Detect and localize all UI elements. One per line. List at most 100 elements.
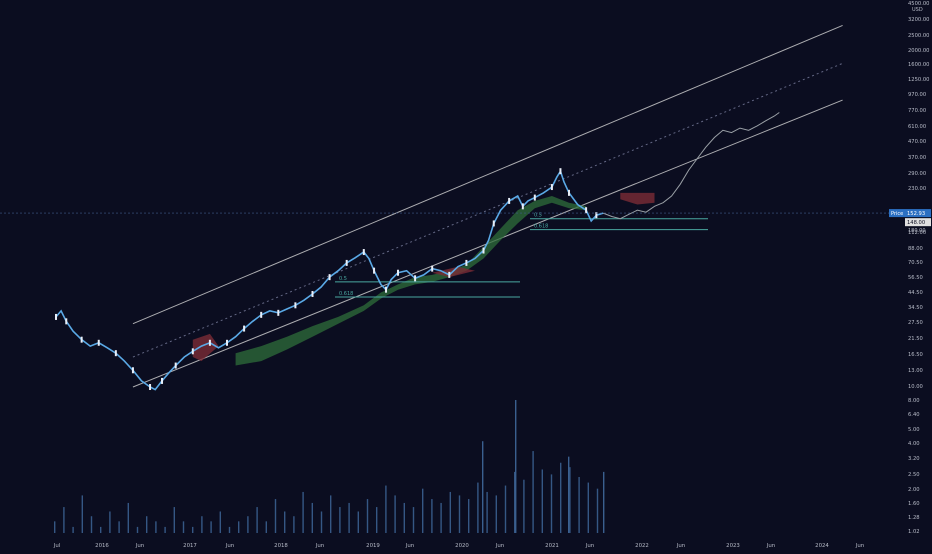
candle <box>550 184 553 191</box>
volume-bar <box>256 507 258 533</box>
candle <box>174 362 177 369</box>
x-tick-label: 2024 <box>815 543 829 549</box>
volume-bar <box>265 521 267 533</box>
candle <box>385 286 388 293</box>
y-tick-label: 970.00 <box>908 92 926 98</box>
volume-bar <box>54 521 56 533</box>
candle <box>465 259 468 266</box>
volume-bar <box>486 491 488 533</box>
candle <box>311 290 314 297</box>
x-tick-label: 2019 <box>366 543 380 549</box>
volume-bar <box>311 502 313 533</box>
candle <box>80 336 83 343</box>
volume-bar <box>468 499 470 533</box>
ichimoku-cloud-bull <box>235 196 587 366</box>
channel-mid-line <box>132 62 843 358</box>
volume-bar <box>348 502 350 533</box>
y-tick-label: 44.50 <box>908 290 923 296</box>
x-tick-label: Jun <box>766 543 775 549</box>
x-tick-label: 2020 <box>455 543 469 549</box>
candle <box>559 168 562 175</box>
price-label-text: Price <box>891 211 903 217</box>
volume-bar <box>596 488 599 533</box>
volume-bar <box>339 507 341 533</box>
volume-bar <box>514 471 516 533</box>
candle <box>595 212 598 219</box>
x-tick-label: Jun <box>405 543 414 549</box>
candle <box>362 249 365 256</box>
x-tick-label: 2023 <box>726 543 740 549</box>
volume-bar <box>366 499 369 533</box>
x-tick-label: 2018 <box>274 543 288 549</box>
candle <box>161 377 164 384</box>
volume-bar <box>458 495 461 533</box>
y-tick-label: 3200.00 <box>908 17 929 23</box>
y-tick-label: 1600.00 <box>908 62 929 68</box>
volume-bar <box>532 451 534 533</box>
x-tick-label: 2021 <box>545 543 559 549</box>
y-tick-label: 610.00 <box>908 124 926 130</box>
volume-bar <box>302 491 304 533</box>
candle <box>277 309 280 316</box>
y-tick-label: 8.00 <box>908 398 920 404</box>
y-tick-label: 6.40 <box>908 412 920 418</box>
y-tick-label: 4500.00 <box>908 1 929 7</box>
volume-bar <box>385 485 387 533</box>
volume-bar <box>182 521 185 533</box>
volume-bar <box>81 495 83 533</box>
y-tick-label: 56.50 <box>908 275 923 281</box>
volume-bar <box>495 495 497 533</box>
y-tick-label: 112.00 <box>908 230 926 236</box>
volume-bar <box>155 521 157 533</box>
candle <box>431 265 434 272</box>
y-tick-label: 1.28 <box>908 515 920 521</box>
candle <box>448 271 451 278</box>
y-tick-label: 27.50 <box>908 320 923 326</box>
volume-spike <box>515 400 517 533</box>
volume-bar <box>127 502 129 533</box>
volume-bar <box>412 507 415 533</box>
candle <box>131 367 134 374</box>
volume-bar <box>228 526 231 533</box>
fib-2021-0-618-label: 0.618 <box>534 224 548 230</box>
candle <box>328 274 331 281</box>
volume-bar <box>100 526 102 533</box>
candle <box>243 325 246 332</box>
projection-line <box>603 112 780 220</box>
volume-spike <box>603 471 605 533</box>
volume-bar <box>210 521 212 533</box>
volume-bar <box>394 495 396 533</box>
price-value-tag <box>905 209 931 218</box>
y-tick-label: 4.00 <box>908 441 920 447</box>
y-tick-label: 370.00 <box>908 155 926 161</box>
y-tick-label: 13.00 <box>908 368 923 374</box>
volume-bar <box>109 511 111 533</box>
x-tick-label: Jun <box>495 543 504 549</box>
volume-bar <box>560 462 562 533</box>
y-tick-label: 70.50 <box>908 260 923 266</box>
y-tick-label: 290.00 <box>908 171 926 177</box>
y-tick-label: 10.00 <box>908 384 923 390</box>
volume-bar <box>63 507 65 533</box>
volume-bar <box>284 511 286 533</box>
candle <box>55 313 57 320</box>
candle <box>482 247 485 254</box>
candle <box>585 207 588 214</box>
volume-bar <box>173 507 175 533</box>
x-tick-label: Jun <box>135 543 144 549</box>
y-tick-label: 470.00 <box>908 139 926 145</box>
candle <box>260 311 263 318</box>
candle <box>191 348 194 355</box>
x-tick-label: Jun <box>225 543 234 549</box>
channel-resistance-line <box>132 24 843 325</box>
y-tick-label: 230.00 <box>908 186 926 192</box>
volume-spike <box>482 441 484 533</box>
x-tick-label: Jun <box>676 543 685 549</box>
volume-bar <box>431 499 433 533</box>
y-tick-label: 2.00 <box>908 487 920 493</box>
y-tick-label: 2.50 <box>908 472 920 478</box>
volume-bar <box>523 479 525 533</box>
volume-bar <box>274 499 277 533</box>
